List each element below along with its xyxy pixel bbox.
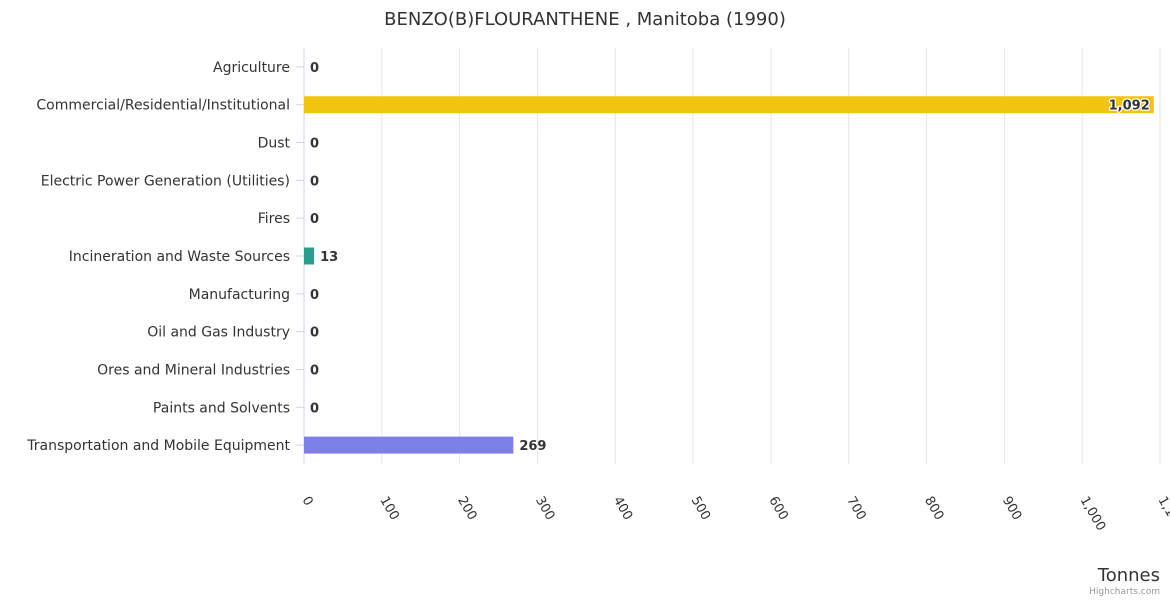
x-tick-label: 200 — [454, 494, 479, 523]
data-label: 0 — [310, 212, 319, 227]
data-label: 1,092 — [1109, 99, 1150, 114]
category-label: Commercial/Residential/Institutional — [36, 98, 290, 114]
credits[interactable]: Highcharts.com — [1089, 587, 1160, 597]
y-axis — [296, 48, 305, 464]
bars — [304, 96, 1154, 454]
x-tick-label: 100 — [376, 494, 401, 523]
x-tick-labels: 0 100 200 300 400 500 600 700 800 900 1,000 1,100 — [299, 494, 1170, 534]
data-label: 13 — [320, 250, 338, 265]
chart-title: BENZO(B)FLOURANTHENE , Manitoba (1990) — [384, 9, 786, 30]
data-label: 0 — [310, 61, 319, 76]
category-label: Ores and Mineral Industries — [97, 362, 290, 378]
category-label: Dust — [258, 136, 291, 152]
category-label: Manufacturing — [189, 287, 290, 303]
x-axis-title: Tonnes — [1097, 565, 1160, 586]
bar — [304, 96, 1154, 114]
category-label: Agriculture — [213, 60, 290, 76]
data-label: 0 — [310, 288, 319, 303]
data-label: 0 — [310, 326, 319, 341]
category-label: Fires — [258, 211, 290, 227]
category-label: Oil and Gas Industry — [147, 325, 290, 341]
x-tick-label: 1,000 — [1077, 494, 1109, 534]
data-label: 269 — [519, 439, 546, 454]
x-tick-label: 800 — [921, 494, 946, 523]
category-label: Paints and Solvents — [153, 400, 290, 416]
data-label: 0 — [310, 363, 319, 378]
category-label: Transportation and Mobile Equipment — [26, 438, 290, 454]
category-labels: Agriculture Commercial/Residential/Instit… — [26, 60, 290, 454]
category-label: Electric Power Generation (Utilities) — [41, 173, 290, 189]
x-tick-label: 300 — [532, 494, 557, 523]
data-label: 0 — [310, 401, 319, 416]
x-tick-label: 900 — [999, 494, 1024, 523]
x-tick-label: 1,100 — [1155, 494, 1170, 534]
x-tick-label: 0 — [299, 494, 316, 509]
x-tick-label: 500 — [688, 494, 713, 523]
bar — [304, 247, 315, 265]
x-tick-label: 700 — [843, 494, 868, 523]
grid-lines — [381, 48, 1161, 464]
data-label: 0 — [310, 137, 319, 152]
bar — [304, 436, 514, 454]
category-label: Incineration and Waste Sources — [69, 249, 290, 265]
x-tick-label: 400 — [610, 494, 635, 523]
data-labels: 0 1,092 0 0 0 13 0 0 0 0 269 — [310, 61, 1151, 454]
data-label: 0 — [310, 174, 319, 189]
x-tick-label: 600 — [765, 494, 790, 523]
